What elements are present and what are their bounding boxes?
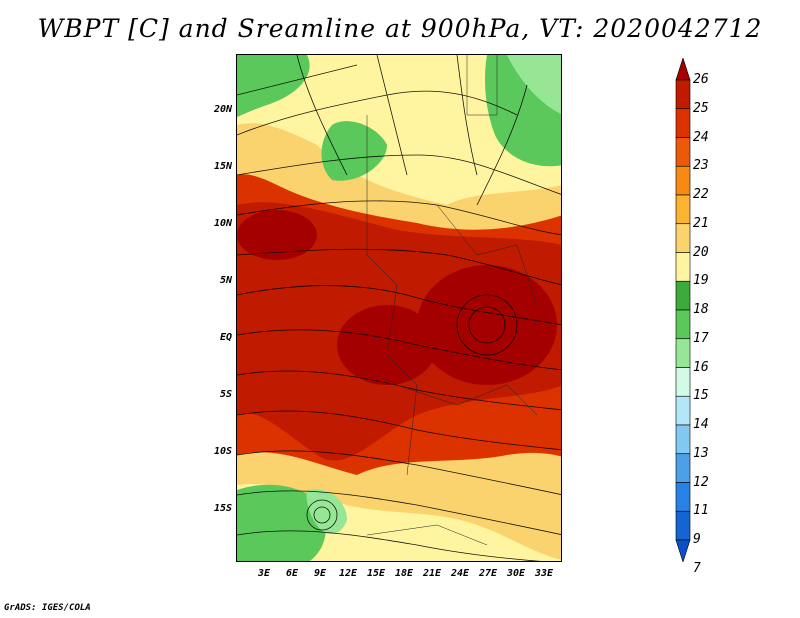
lat-tick: 10S [213,446,232,457]
wbpt-16c-ne [507,55,561,114]
wbpt-26c-east [417,265,557,385]
lon-tick: 6E [285,568,299,579]
colorbar-swatch [675,424,691,455]
wbpt-17c-north-central [321,121,387,181]
wbpt-19c-north [237,55,561,205]
wbpt-17c-sw [237,484,326,561]
colorbar-swatch [675,280,691,311]
lon-tick: 18E [394,568,414,579]
colorbar-bottom-arrow [675,539,691,562]
colorbar-swatch [675,510,691,541]
colorbar-swatch [675,108,691,138]
colorbar-swatch [675,338,691,368]
colorbar-swatch [675,79,691,110]
colorbar-swatch [675,309,691,340]
lat-tick: 10N [213,218,232,229]
lat-tick: 5S [219,389,232,400]
colorbar-swatch [675,367,691,397]
colorbar-level-label: 22 [693,187,709,202]
colorbar-level-label: 9 [693,532,701,547]
colorbar-level-label: 20 [693,244,709,260]
colorbar-level-label: 24 [693,129,709,145]
lat-tick: EQ [219,332,232,343]
credit-text: GrADS: IGES/COLA [4,603,91,613]
colorbar [675,58,691,562]
colorbar-level-label: 25 [693,100,709,116]
colorbar-level-label: 17 [693,330,709,346]
colorbar-swatch [675,223,691,253]
lon-tick: 15E [366,568,386,579]
map-title: WBPT [C] and Sreamline at 900hPa, VT: 20… [37,14,763,43]
lat-tick: 20N [213,104,232,115]
colorbar-swatch [675,453,691,483]
colorbar-swatch [675,194,691,225]
country-borders [366,55,538,546]
lon-tick: 33E [534,568,554,579]
lon-tick: 24E [450,568,470,579]
wbpt-26c-central [337,305,437,385]
lon-tick: 30E [506,568,526,579]
colorbar-swatch [675,252,691,282]
colorbar-swatch [675,395,691,426]
colorbar-level-label: 12 [693,474,709,490]
wbpt-26c-west [237,210,317,260]
colorbar-level-label: 16 [693,359,709,375]
colorbar-swatch [675,482,691,512]
colorbar-level-label: 21 [693,215,709,231]
colorbar-swatch [675,165,691,196]
colorbar-level-label: 15 [693,388,709,404]
colorbar-level-label: 18 [693,302,709,317]
map-plot [236,54,562,562]
colorbar-level-label: 26 [693,72,709,87]
colorbar-top-arrow [675,58,691,81]
wbpt-16c-sw [306,489,347,535]
lat-tick: 15S [213,503,232,514]
lat-tick: 5N [219,275,232,286]
map-field [237,55,561,561]
colorbar-level-label: 23 [693,158,709,174]
streamlines [237,55,561,561]
colorbar-swatch [675,137,691,167]
lon-tick: 3E [257,568,271,579]
colorbar-level-label: 19 [693,273,709,289]
lat-tick: 15N [213,161,232,172]
lon-tick: 12E [338,568,358,579]
lon-tick: 21E [422,568,442,579]
colorbar-level-label: 7 [693,560,701,576]
lon-tick: 27E [478,568,498,579]
colorbar-level-label: 13 [693,445,709,461]
colorbar-level-label: 11 [693,503,709,519]
lon-tick: 9E [313,568,327,579]
colorbar-level-label: 14 [693,417,709,432]
